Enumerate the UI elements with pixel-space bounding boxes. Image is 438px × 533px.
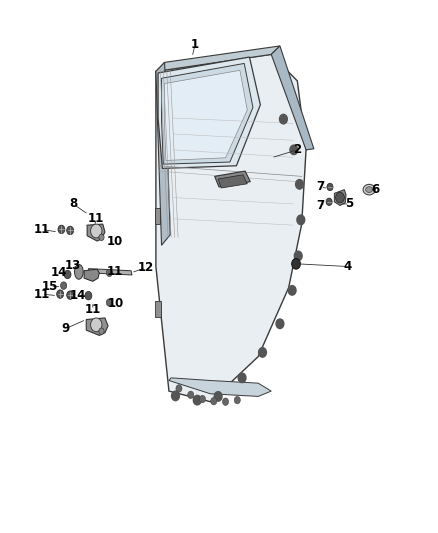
Circle shape — [290, 145, 298, 155]
Circle shape — [99, 234, 104, 240]
Polygon shape — [84, 269, 99, 281]
Polygon shape — [162, 63, 253, 164]
Text: 14: 14 — [51, 266, 67, 279]
Circle shape — [234, 397, 240, 404]
Circle shape — [211, 398, 217, 405]
Text: 14: 14 — [69, 289, 86, 302]
Circle shape — [336, 192, 344, 203]
Circle shape — [64, 270, 71, 279]
Text: 11: 11 — [34, 288, 50, 301]
Text: 7: 7 — [316, 181, 325, 193]
Circle shape — [60, 282, 67, 289]
Circle shape — [58, 225, 65, 233]
Circle shape — [106, 269, 113, 277]
Bar — [155, 208, 160, 224]
Polygon shape — [88, 269, 132, 275]
Polygon shape — [87, 224, 105, 241]
Text: 9: 9 — [62, 322, 70, 335]
Ellipse shape — [74, 264, 83, 279]
Polygon shape — [169, 378, 271, 397]
Text: 11: 11 — [106, 265, 123, 278]
Text: 11: 11 — [34, 223, 50, 236]
Polygon shape — [156, 62, 170, 245]
Polygon shape — [156, 46, 280, 71]
Circle shape — [176, 385, 182, 392]
Polygon shape — [158, 57, 260, 168]
Text: 4: 4 — [343, 260, 352, 273]
Circle shape — [91, 318, 102, 332]
Text: 5: 5 — [346, 197, 354, 211]
Polygon shape — [334, 190, 346, 206]
Ellipse shape — [363, 184, 375, 195]
Text: 8: 8 — [69, 197, 78, 211]
Circle shape — [288, 286, 296, 295]
Circle shape — [85, 292, 92, 300]
Circle shape — [258, 348, 266, 357]
Circle shape — [172, 391, 180, 401]
Circle shape — [106, 299, 113, 306]
Text: 6: 6 — [371, 183, 380, 196]
Circle shape — [193, 395, 201, 405]
Polygon shape — [271, 46, 314, 150]
Circle shape — [187, 391, 194, 399]
Polygon shape — [165, 70, 247, 160]
Circle shape — [326, 198, 332, 206]
Circle shape — [276, 319, 284, 328]
Circle shape — [99, 328, 104, 334]
Circle shape — [57, 290, 64, 298]
Circle shape — [223, 398, 229, 406]
Text: 1: 1 — [191, 38, 199, 51]
Circle shape — [297, 215, 305, 224]
Circle shape — [296, 180, 304, 189]
Circle shape — [199, 395, 205, 403]
Text: 2: 2 — [293, 143, 301, 156]
Text: 7: 7 — [316, 199, 325, 212]
Circle shape — [292, 259, 300, 269]
Circle shape — [67, 226, 74, 235]
Circle shape — [214, 392, 222, 401]
Text: 13: 13 — [64, 259, 81, 272]
Polygon shape — [215, 171, 251, 187]
Text: 12: 12 — [138, 261, 154, 274]
Circle shape — [294, 251, 302, 261]
Text: 15: 15 — [42, 280, 58, 293]
Text: 10: 10 — [106, 235, 123, 247]
Text: 11: 11 — [88, 212, 104, 225]
Ellipse shape — [366, 187, 373, 192]
Polygon shape — [86, 318, 108, 335]
Circle shape — [327, 183, 333, 191]
Circle shape — [67, 291, 74, 300]
Text: 10: 10 — [108, 297, 124, 310]
Bar — [155, 301, 161, 317]
Circle shape — [238, 373, 246, 383]
Polygon shape — [156, 54, 306, 402]
Circle shape — [91, 224, 102, 238]
Circle shape — [279, 114, 287, 124]
Text: 11: 11 — [85, 303, 101, 317]
Polygon shape — [218, 175, 247, 188]
